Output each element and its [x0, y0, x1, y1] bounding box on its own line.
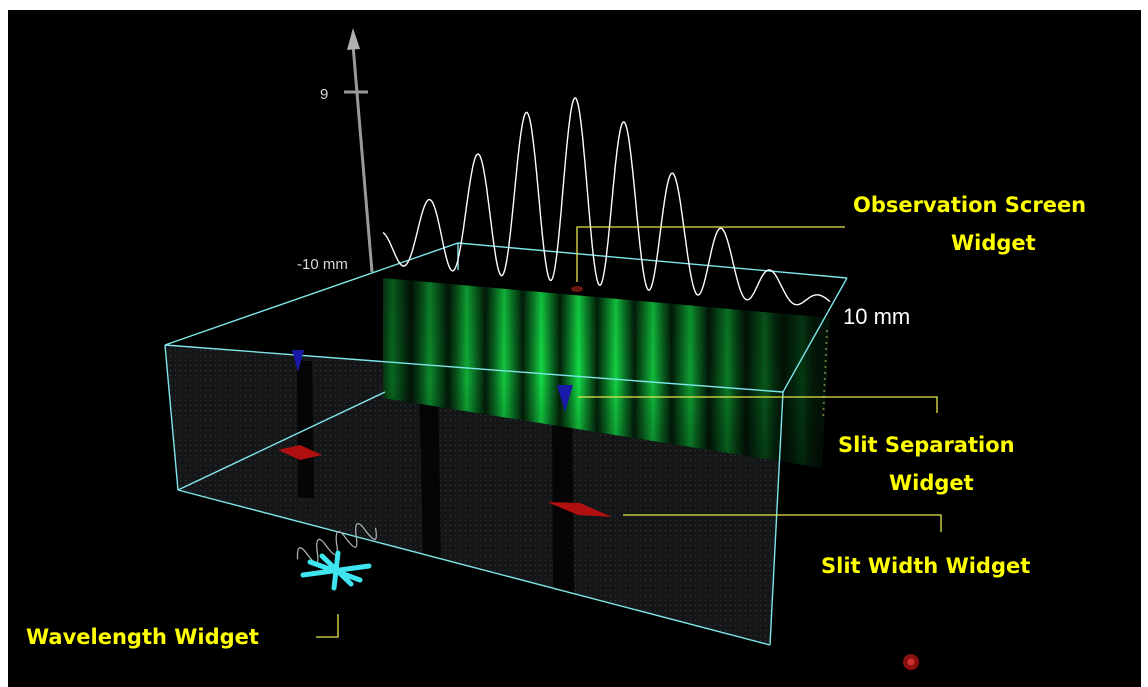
axis-arrow-icon	[347, 28, 360, 50]
slit-strip-left	[419, 380, 441, 562]
wavelength-label: Wavelength Widget	[26, 625, 259, 649]
axis-left-label: -10 mm	[297, 256, 348, 273]
slit-separation-label: Slit Separation	[838, 433, 1015, 457]
slit-separation-cone-icon[interactable]	[292, 350, 573, 412]
red-dot-icon[interactable]	[903, 654, 919, 670]
axis-right-label: 10 mm	[843, 304, 910, 329]
intensity-axis	[344, 28, 374, 273]
observation-screen-label-2: Widget	[951, 231, 1036, 255]
wavelength-jack-icon[interactable]	[300, 550, 372, 591]
observation-screen-label: Observation Screen	[853, 193, 1086, 217]
box-wireframe	[164, 242, 848, 646]
slit-width-diamond-icon[interactable]	[278, 445, 612, 517]
intensity-curve	[382, 97, 831, 306]
slit-strip-right	[552, 392, 574, 594]
observation-screen-marker[interactable]	[571, 286, 583, 292]
slit-separation-label-2: Widget	[889, 471, 974, 495]
axis-tick-label: 9	[320, 86, 328, 103]
callout-lines	[316, 226, 942, 638]
slit-width-label: Slit Width Widget	[821, 554, 1030, 578]
